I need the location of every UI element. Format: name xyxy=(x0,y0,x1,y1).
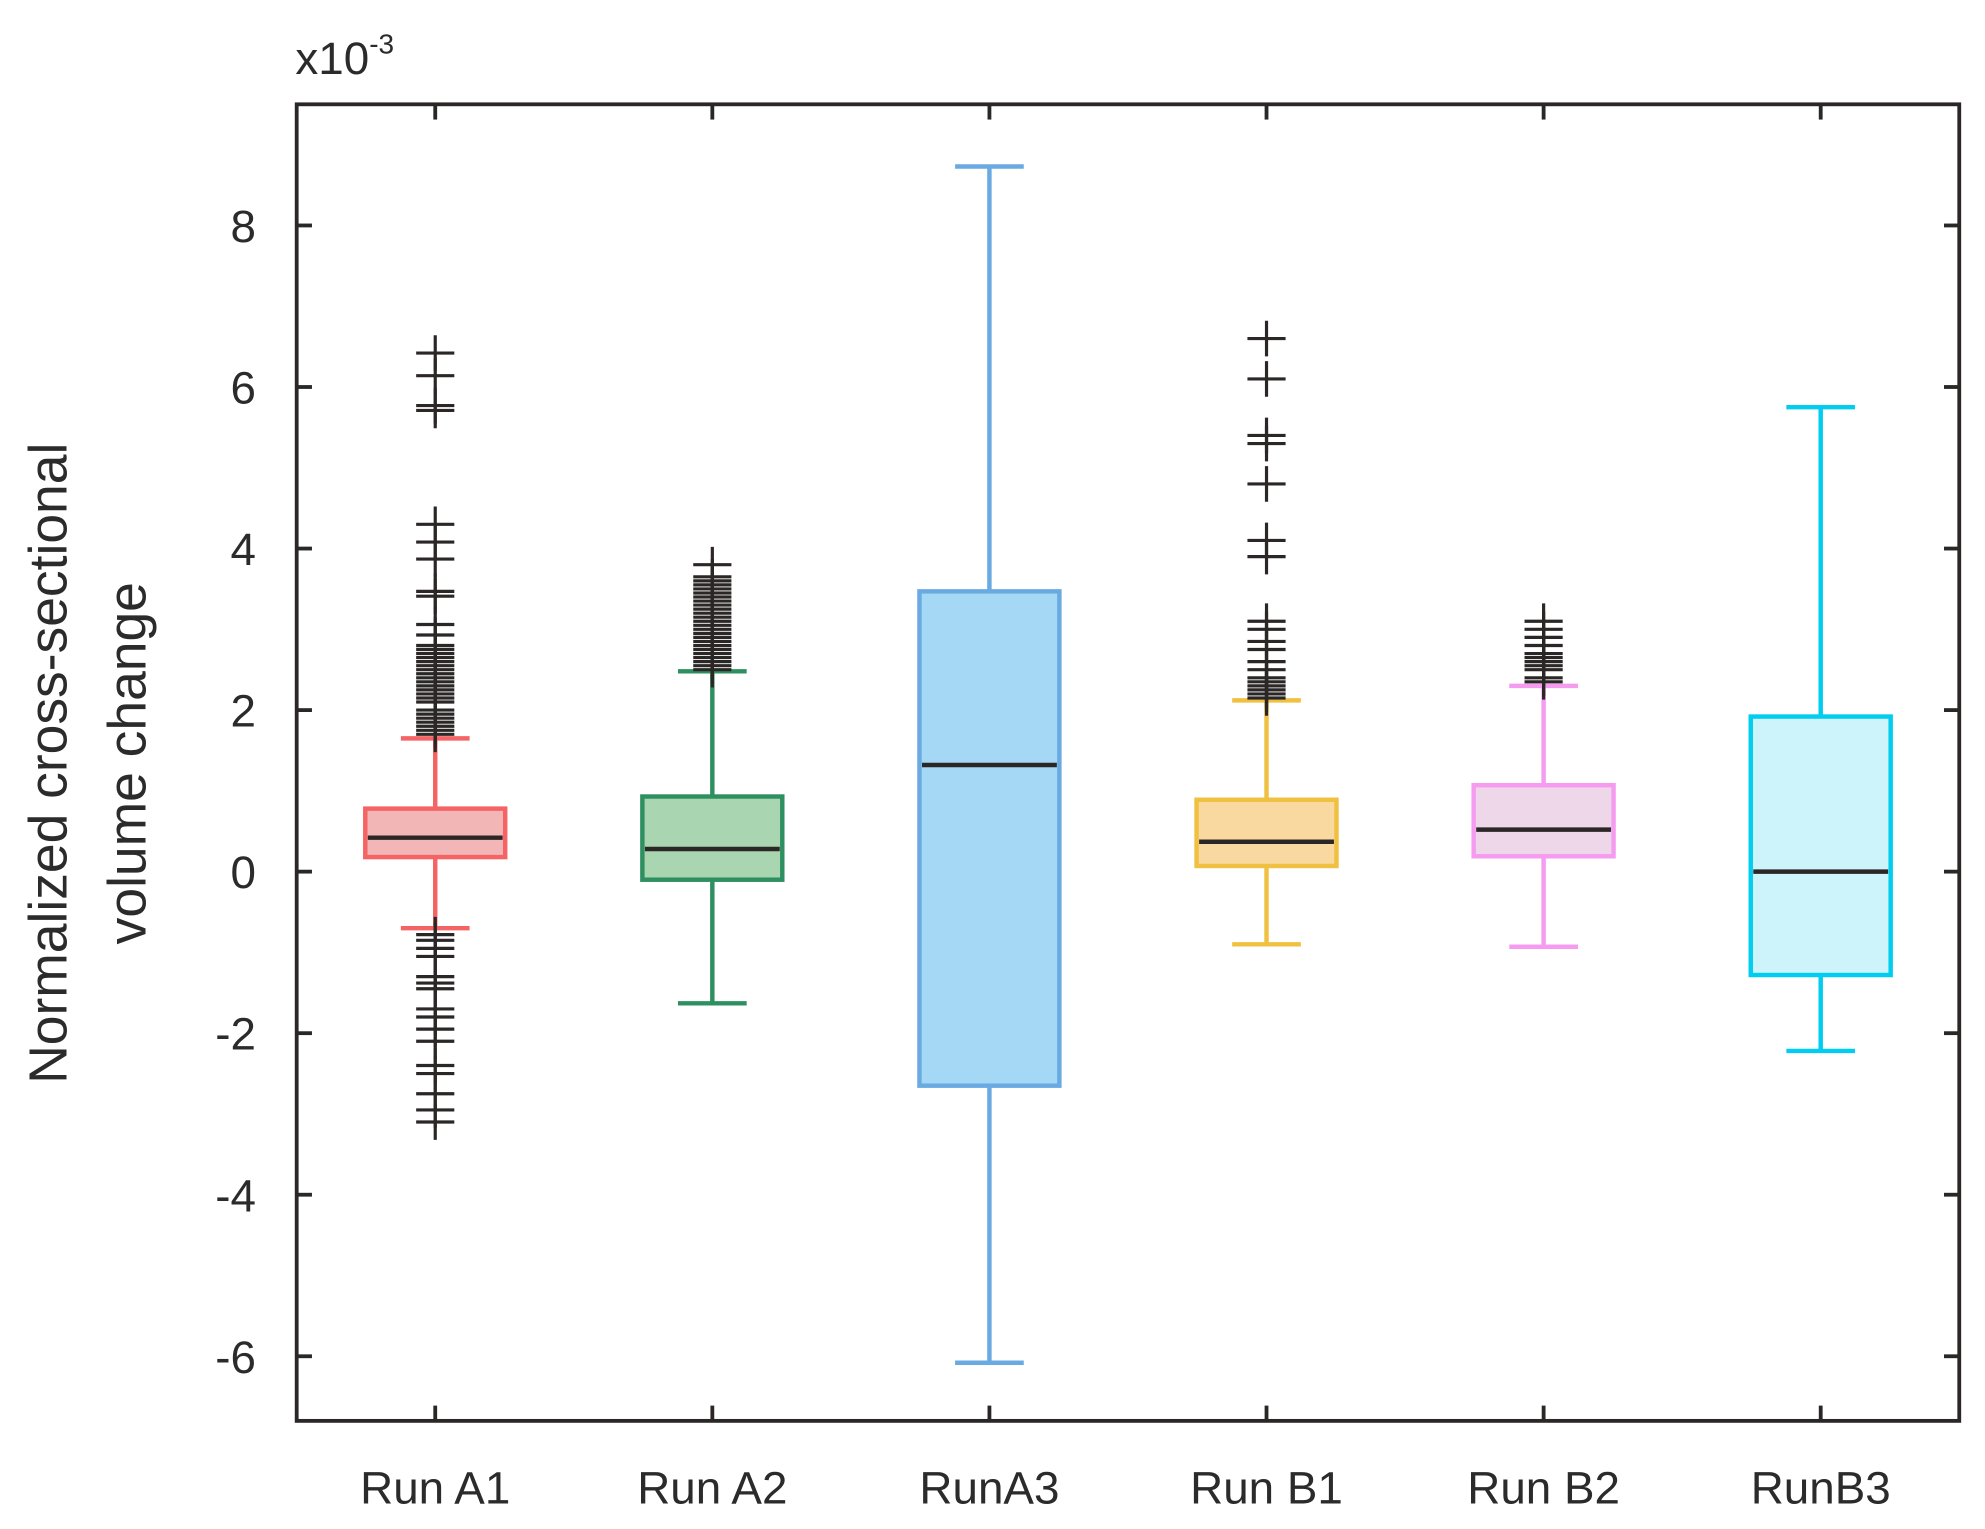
outlier-marker xyxy=(1247,522,1286,559)
y-axis-label-line1: Normalized cross-sectional xyxy=(19,443,78,1084)
outlier-marker xyxy=(416,716,455,753)
x-tick-label: Run B1 xyxy=(1190,1463,1343,1514)
outlier-marker xyxy=(416,357,455,394)
box-runa3 xyxy=(917,589,1062,1088)
outlier-marker xyxy=(1524,603,1563,640)
outlier-marker xyxy=(1247,417,1286,454)
box-run-b2 xyxy=(1471,782,1616,859)
y-tick-label: -6 xyxy=(215,1332,256,1383)
x-tick-label: RunA3 xyxy=(919,1463,1059,1514)
y-tick-label: 6 xyxy=(231,363,256,414)
outlier-marker xyxy=(1247,320,1286,357)
outlier-marker xyxy=(1247,466,1286,502)
y-tick-label: -4 xyxy=(215,1170,256,1221)
outlier-marker xyxy=(416,541,455,577)
outlier-marker xyxy=(416,392,455,429)
box-runb3 xyxy=(1748,714,1893,978)
y-tick-label: 4 xyxy=(231,524,256,575)
y-tick-label: 0 xyxy=(231,847,256,898)
outlier-marker xyxy=(416,1104,455,1140)
outlier-marker xyxy=(1247,603,1286,640)
x-tick-label: Run A1 xyxy=(360,1463,510,1514)
box-run-a1 xyxy=(363,806,508,860)
y-tick-label: 2 xyxy=(231,686,256,737)
y-tick-label: 8 xyxy=(231,201,256,252)
box-run-a2 xyxy=(640,794,785,882)
x-tick-label: Run B2 xyxy=(1467,1463,1620,1514)
y-tick-label: -2 xyxy=(215,1009,256,1060)
outlier-marker xyxy=(1247,361,1286,397)
plot-frame xyxy=(294,102,1962,1423)
y-axis-label-line2: volume change xyxy=(98,582,157,944)
x-tick-label: RunB3 xyxy=(1751,1463,1891,1514)
box-run-b1 xyxy=(1194,797,1339,869)
y-multiplier: x10-3 xyxy=(295,28,394,83)
outlier-marker xyxy=(693,546,732,583)
x-tick-label: Run A2 xyxy=(637,1463,787,1514)
